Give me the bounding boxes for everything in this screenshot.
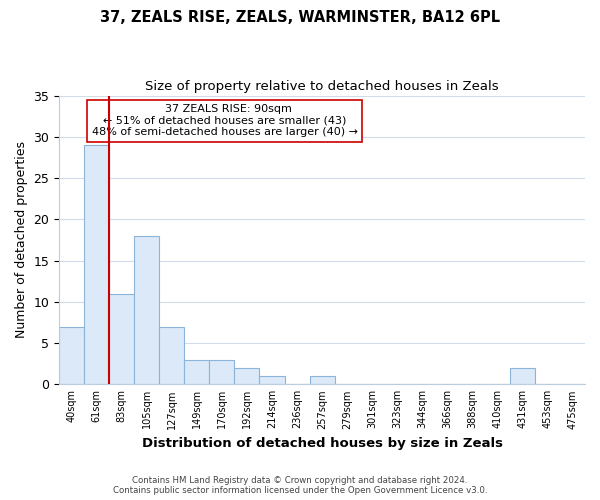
Title: Size of property relative to detached houses in Zeals: Size of property relative to detached ho…: [145, 80, 499, 93]
Text: Contains HM Land Registry data © Crown copyright and database right 2024.
Contai: Contains HM Land Registry data © Crown c…: [113, 476, 487, 495]
Bar: [310, 376, 335, 384]
Bar: [109, 294, 134, 384]
Bar: [134, 236, 160, 384]
Bar: [235, 368, 259, 384]
Bar: [259, 376, 284, 384]
Bar: [59, 326, 84, 384]
Bar: [510, 368, 535, 384]
Bar: [209, 360, 235, 384]
Bar: [84, 145, 109, 384]
X-axis label: Distribution of detached houses by size in Zeals: Distribution of detached houses by size …: [142, 437, 503, 450]
Y-axis label: Number of detached properties: Number of detached properties: [15, 142, 28, 338]
Bar: [160, 326, 184, 384]
Text: 37 ZEALS RISE: 90sqm
← 51% of detached houses are smaller (43)
48% of semi-detac: 37 ZEALS RISE: 90sqm ← 51% of detached h…: [92, 104, 358, 138]
Text: 37, ZEALS RISE, ZEALS, WARMINSTER, BA12 6PL: 37, ZEALS RISE, ZEALS, WARMINSTER, BA12 …: [100, 10, 500, 25]
Bar: [184, 360, 209, 384]
